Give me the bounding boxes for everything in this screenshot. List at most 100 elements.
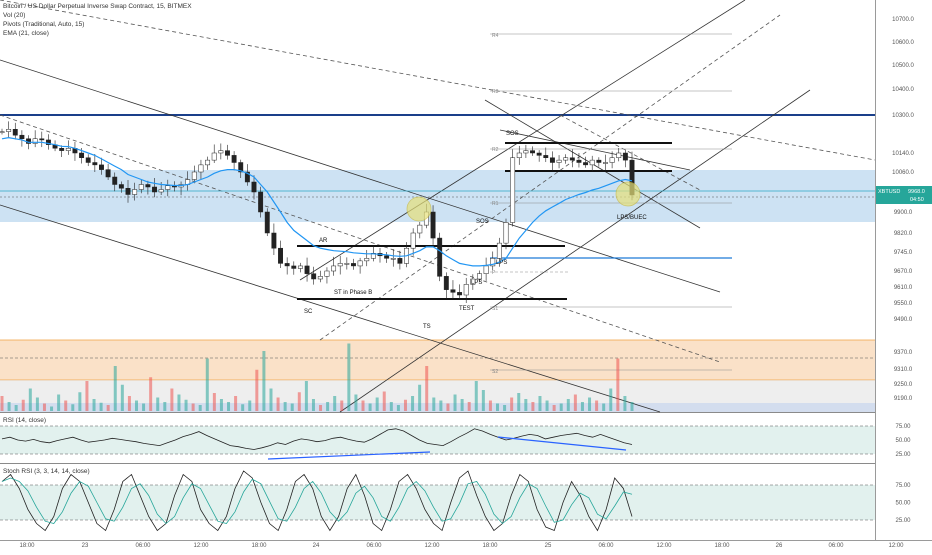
- candle-body: [384, 255, 390, 259]
- candle-body: [510, 157, 516, 223]
- stoch-axis-ticks: 75.00 50.00 25.00: [895, 483, 911, 524]
- volume-bar: [64, 400, 68, 411]
- volume-bar: [311, 399, 315, 411]
- candle-body: [543, 155, 549, 158]
- candle-body: [496, 242, 502, 259]
- candle-body: [304, 265, 310, 274]
- channel-line: [0, 59, 721, 293]
- study-vol[interactable]: Vol (20): [3, 12, 26, 19]
- volume-bar: [92, 399, 96, 411]
- highlight-circle: [406, 196, 432, 222]
- time-tick-label: 06:00: [828, 543, 844, 549]
- ema-line: [1, 136, 633, 267]
- stoch-legend[interactable]: Stoch RSI (3, 3, 14, 14, close): [3, 468, 90, 475]
- volume-bar: [57, 394, 61, 411]
- candle-body: [430, 211, 436, 239]
- volume-bar: [276, 397, 280, 411]
- candle-body: [549, 157, 555, 163]
- candle-body: [589, 159, 595, 166]
- time-tick-label: 12:00: [656, 543, 672, 549]
- volume-bar: [418, 384, 422, 411]
- volume-bar: [99, 402, 103, 411]
- price-tick-label: 9610.0: [894, 285, 913, 291]
- candle-body: [112, 176, 118, 185]
- channel-line: [0, 204, 661, 413]
- time-tick-label: 18:00: [714, 543, 730, 549]
- time-tick-label: 12:00: [424, 543, 440, 549]
- candle-body: [503, 222, 509, 244]
- time-tick-label: 18:00: [251, 543, 267, 549]
- volume-bar: [538, 396, 542, 411]
- candle-body: [576, 159, 582, 163]
- volume-bar: [142, 403, 146, 411]
- volume-bar: [446, 403, 450, 411]
- volume-bar: [35, 397, 39, 411]
- candle-body: [152, 186, 157, 193]
- price-candles: [0, 121, 635, 303]
- price-tick-label: 9370.0: [894, 350, 913, 356]
- candle-body: [145, 184, 151, 188]
- study-ema[interactable]: EMA (21, close): [3, 30, 49, 37]
- volume-bar: [517, 393, 521, 411]
- time-tick-label: 26: [776, 543, 783, 549]
- wyckoff-label: SOS: [506, 131, 519, 137]
- volume-bar: [21, 399, 25, 411]
- candle-body: [351, 263, 356, 267]
- candle-body: [225, 150, 230, 156]
- stoch-tick-label: 75.00: [895, 483, 911, 489]
- study-pivots[interactable]: Pivots (Traditional, Auto, 15): [3, 21, 85, 28]
- volume-band-low: [0, 403, 875, 412]
- price-tick-label: 9820.0: [894, 231, 913, 237]
- price-tag[interactable]: XBTUSD 9968.0 04:50: [876, 186, 932, 204]
- candle-body: [437, 237, 443, 277]
- candle-body: [311, 273, 317, 280]
- time-tick-label: 12:00: [888, 543, 904, 549]
- price-tick-label: 9310.0: [894, 367, 913, 373]
- wyckoff-label: AR: [319, 238, 328, 244]
- pivot-levels: [490, 33, 732, 371]
- demand-zone: [0, 170, 875, 222]
- volume-bar: [269, 388, 273, 411]
- volume-bar: [403, 399, 407, 411]
- volume-bar: [588, 397, 592, 411]
- stoch-tick-label: 50.00: [895, 501, 911, 507]
- price-tag-symbol: XBTUSD: [878, 189, 900, 195]
- volume-bar: [503, 405, 507, 411]
- volume-bar: [580, 402, 584, 411]
- candle-body: [39, 138, 45, 141]
- volume-bar: [241, 404, 245, 411]
- candle-body: [125, 188, 131, 195]
- volume-bar: [304, 381, 308, 411]
- wyckoff-label: ST in Phase B: [334, 290, 372, 296]
- volume-bar: [106, 405, 110, 411]
- volume-bar: [432, 397, 436, 411]
- time-tick-label: 18:00: [482, 543, 498, 549]
- volume-bar: [467, 402, 471, 411]
- candle-body: [530, 150, 535, 154]
- candle-body: [19, 134, 25, 139]
- rsi-legend[interactable]: RSI (14, close): [3, 417, 46, 424]
- volume-bar: [28, 388, 32, 411]
- price-tick-label: 9745.0: [894, 250, 913, 256]
- candle-body: [238, 162, 244, 173]
- volume-bar: [573, 394, 577, 411]
- pivot-label: R3: [492, 89, 499, 95]
- candle-body: [99, 164, 104, 170]
- candle-body: [477, 273, 482, 280]
- time-tick-label: 24: [313, 543, 320, 549]
- stoch-d-line: [1, 477, 633, 525]
- volume-bar: [616, 358, 620, 411]
- volume-bar: [326, 402, 330, 411]
- candle-body: [556, 159, 562, 163]
- chart-title[interactable]: Bitcoin / US Dollar Perpetual Inverse Sw…: [3, 3, 192, 10]
- wyckoff-label: SOS: [476, 219, 489, 225]
- candle-body: [523, 150, 529, 154]
- volume-bar: [333, 396, 337, 411]
- rsi-line: [1, 428, 633, 450]
- price-scale[interactable]: [875, 0, 932, 540]
- time-tick-label: 06:00: [598, 543, 614, 549]
- volume-bar: [566, 399, 570, 411]
- candle-body: [6, 129, 12, 132]
- candle-body: [205, 159, 211, 166]
